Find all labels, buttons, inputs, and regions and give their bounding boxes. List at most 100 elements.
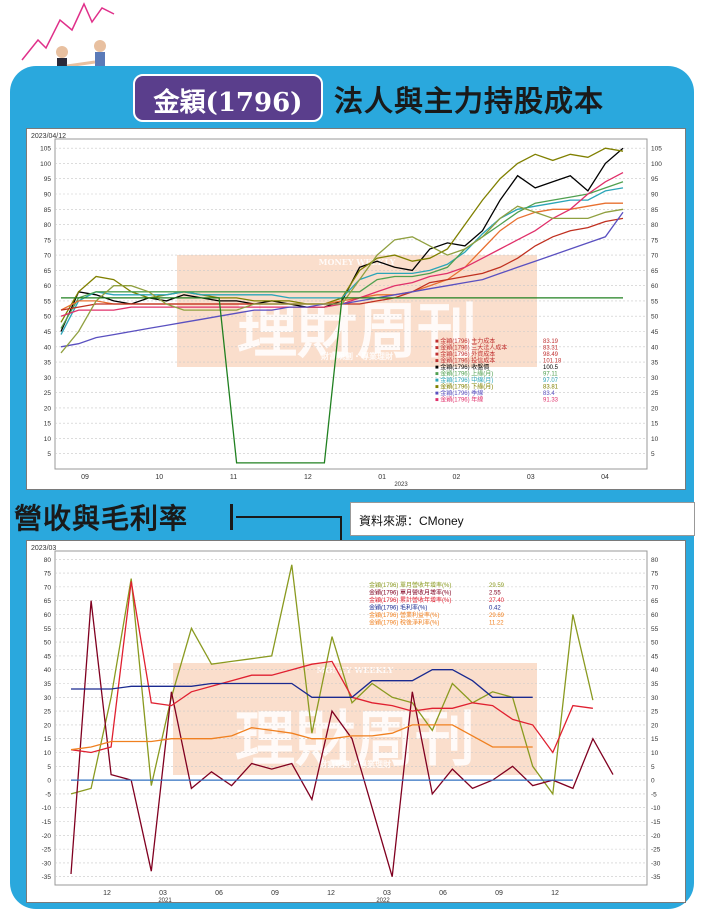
section2-divider — [230, 504, 233, 530]
x-tick-label: 12 — [103, 890, 111, 897]
watermark-2-text: 理財周刊 — [235, 705, 475, 775]
y-tick-label-right: 70 — [651, 584, 659, 591]
y-tick-label-left: 80 — [44, 557, 52, 564]
y-tick-label-right: 30 — [651, 375, 659, 382]
x-tick-label: 01 — [378, 474, 386, 481]
y-tick-label-right: 95 — [651, 176, 659, 183]
x-tick-label: 03 — [159, 890, 167, 897]
page-title: 法人與主力持股成本 — [334, 84, 605, 118]
y-tick-label-left: 60 — [44, 612, 52, 619]
legend-label: ■ 金穎(1796) 主力成本 — [435, 337, 495, 345]
series-line — [70, 600, 614, 877]
y-tick-label-left: 100 — [40, 161, 51, 168]
y-tick-label-right: 45 — [651, 653, 659, 660]
legend-value: 100.5 — [543, 365, 559, 371]
legend-label: ■ 金穎(1796) 下緣(月) — [435, 383, 493, 391]
x-year-label: 2022 — [376, 898, 390, 902]
stock-badge-label: 金穎(1796) — [153, 88, 303, 118]
revenue-line-chart: 2023/03 -35 -35 -30 -30 -25 -25 -20 -20 -15 -15 -10… — [31, 545, 661, 902]
series-line — [60, 202, 623, 311]
legend-label: 金穎(1796) 單月營收月增率(%) — [369, 589, 451, 597]
y-tick-label-left: 45 — [44, 329, 52, 336]
y-tick-label-left: 10 — [44, 436, 52, 443]
chart-date-label: 2023/04/12 — [31, 133, 66, 140]
legend-value: 91.33 — [543, 398, 559, 404]
plot-area — [54, 550, 648, 886]
legend-label: ■ 金穎(1796) 三大法人成本 — [435, 344, 507, 352]
legend-label: ■ 金穎(1796) 上緣(月) — [435, 370, 493, 378]
y-tick-label-left: 90 — [44, 192, 52, 199]
series-line — [61, 297, 623, 464]
y-tick-label-right: 25 — [651, 390, 659, 397]
y-tick-label-left: 50 — [44, 640, 52, 647]
y-tick-label-right: -20 — [651, 833, 661, 840]
y-tick-label-left: 30 — [44, 695, 52, 702]
y-tick-label-right: 30 — [651, 695, 659, 702]
x-year-label: 2023 — [394, 482, 408, 488]
y-tick-label-left: 35 — [44, 681, 52, 688]
x-tick-label: 12 — [551, 890, 559, 897]
series-line — [71, 669, 533, 698]
y-tick-label-left: 65 — [44, 268, 52, 275]
revenue-chart-panel: MONEY WEEKLY 理財周刊 財富規劃・專業理財 2023/03 -35 -3… — [26, 540, 686, 903]
legend-value: 97.07 — [543, 378, 559, 384]
y-tick-label-left: 85 — [44, 207, 52, 214]
y-tick-label-right: 25 — [651, 709, 659, 716]
legend-label: ■ 金穎(1796) 年線 — [435, 396, 483, 404]
y-tick-label-left: 95 — [44, 176, 52, 183]
y-tick-label-left: 75 — [44, 237, 52, 244]
legend-label: ■ 金穎(1796) 投信成本 — [435, 357, 495, 365]
legend-value: 83.81 — [543, 385, 559, 391]
y-tick-label-left: -5 — [45, 791, 51, 798]
y-tick-label-right: 105 — [651, 146, 662, 153]
y-tick-label-right: 55 — [651, 626, 659, 633]
y-tick-label-right: -5 — [651, 791, 657, 798]
legend-value: 27.40 — [489, 598, 505, 604]
y-tick-label-left: -15 — [42, 819, 52, 826]
legend-value: 101.18 — [543, 359, 562, 365]
y-tick-label-left: 75 — [44, 571, 52, 578]
series-line — [70, 724, 533, 751]
x-tick-label: 09 — [495, 890, 503, 897]
y-tick-label-right: -10 — [651, 805, 661, 812]
y-tick-label-right: 85 — [651, 207, 659, 214]
legend-value: 29.59 — [489, 583, 505, 589]
y-tick-label-right: 35 — [651, 681, 659, 688]
y-tick-label-left: 35 — [44, 360, 52, 367]
section2-connector-drop — [340, 516, 342, 540]
section2-title: 營收與毛利率 — [14, 502, 189, 535]
y-tick-label-left: -10 — [42, 805, 52, 812]
y-tick-label-left: 50 — [44, 314, 52, 321]
watermark-2-sub-bottom: 財富規劃・專業理財 — [319, 759, 391, 769]
y-tick-label-right: 15 — [651, 421, 659, 428]
x-year-label: 2021 — [158, 898, 172, 902]
legend-value: 83.4 — [543, 391, 555, 397]
y-tick-label-right: 50 — [651, 640, 659, 647]
legend-label: 金穎(1796) 營業利益率(%) — [369, 611, 439, 619]
x-tick-label: 02 — [453, 474, 461, 481]
y-tick-label-right: 20 — [651, 405, 659, 412]
legend-value: 83.19 — [543, 339, 559, 345]
y-tick-label-right: 45 — [651, 329, 659, 336]
y-tick-label-left: -20 — [42, 833, 52, 840]
y-tick-label-left: 20 — [44, 405, 52, 412]
y-tick-label-left: 65 — [44, 598, 52, 605]
source-box: 資料來源：CMoney — [350, 502, 695, 536]
y-tick-label-left: 70 — [44, 584, 52, 591]
y-tick-label-left: 25 — [44, 709, 52, 716]
x-tick-label: 12 — [327, 890, 335, 897]
legend-label: ■ 金穎(1796) 收盤價 — [435, 363, 489, 371]
x-tick-label: 11 — [230, 474, 237, 481]
stock-badge: 金穎(1796) — [133, 74, 323, 122]
y-tick-label-right: 10 — [651, 750, 659, 757]
y-tick-label-left: 20 — [44, 722, 52, 729]
x-tick-label: 06 — [439, 890, 447, 897]
y-tick-label-right: 55 — [651, 298, 659, 305]
chart-date-label: 2023/03 — [31, 545, 56, 552]
y-tick-label-right: 75 — [651, 571, 659, 578]
y-tick-label-right: 80 — [651, 557, 659, 564]
legend-label: 金穎(1796) 累計營收年增率(%) — [369, 596, 451, 604]
legend-value: 11.22 — [489, 621, 504, 627]
x-tick-label: 03 — [527, 474, 535, 481]
